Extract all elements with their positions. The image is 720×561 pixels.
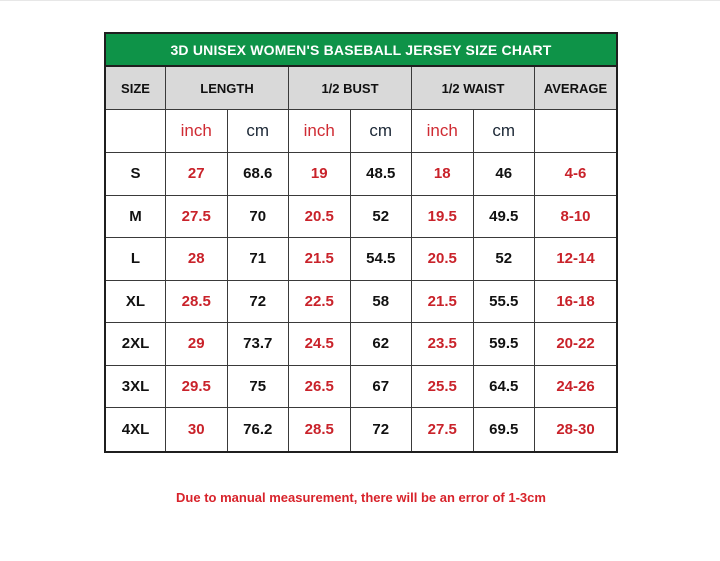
row-4xl-waist-inch: 27.5 [412, 408, 474, 451]
page-top-divider [0, 0, 720, 1]
unit-label-waist-cm: cm [473, 110, 535, 153]
unit-cell-empty-average [535, 110, 616, 153]
row-2xl-average: 20-22 [535, 323, 616, 366]
row-3xl-bust-inch: 26.5 [289, 365, 351, 408]
row-s-bust-inch: 19 [289, 153, 351, 196]
column-header-bust: 1/2 BUST [289, 67, 412, 110]
row-s-waist-cm: 46 [473, 153, 535, 196]
row-s-average: 4-6 [535, 153, 616, 196]
row-s-length-inch: 27 [166, 153, 228, 196]
row-xl-length-inch: 28.5 [166, 280, 228, 323]
unit-label-bust-inch: inch [289, 110, 351, 153]
column-header-average: AVERAGE [535, 67, 616, 110]
row-xl-length-cm: 72 [227, 280, 289, 323]
row-4xl-length-cm: 76.2 [228, 408, 289, 451]
row-l-waist-inch: 20.5 [412, 238, 474, 281]
row-l-size: L [106, 238, 166, 281]
row-4xl-average: 28-30 [556, 420, 595, 438]
row-2xl-waist-inch: 23.5 [412, 323, 474, 366]
row-2xl-length-cm: 73.7 [227, 323, 289, 366]
row-m-bust-inch: 20.5 [289, 195, 351, 238]
chart-title: 3D UNISEX WOMEN'S BASEBALL JERSEY SIZE C… [106, 34, 616, 67]
row-2xl-waist-cm: 59.5 [473, 323, 535, 366]
row-m-size: M [106, 195, 166, 238]
column-header-size: SIZE [106, 67, 166, 110]
row-s-length-cm: 68.6 [227, 153, 289, 196]
row-2xl-length-inch: 29 [166, 323, 228, 366]
row-3xl-waist-inch: 25.5 [412, 365, 474, 408]
row-2xl-size: 2XL [106, 323, 166, 366]
row-xl-bust-cm: 58 [350, 280, 412, 323]
row-4xl-size: 4XL [106, 408, 166, 451]
row-3xl-size: 3XL [106, 365, 166, 408]
row-3xl-average: 24-26 [535, 366, 616, 408]
row-l-waist-cm: 52 [473, 238, 535, 281]
row-l-length-cm: 71 [227, 238, 289, 281]
row-3xl-bust-cm: 67 [350, 365, 412, 408]
row-xl-waist-cm: 55.5 [473, 280, 535, 323]
row-3xl-length-cm: 75 [227, 365, 289, 408]
row-2xl-bust-cm: 62 [350, 323, 412, 366]
row-4xl-waist-cm: 69.5 [474, 408, 535, 451]
row-3xl-waist-cm: 64.5 [473, 365, 535, 408]
row-4xl-bust-cm: 72 [351, 408, 412, 451]
unit-label-length-cm: cm [227, 110, 289, 153]
row-l-average: 12-14 [535, 238, 616, 281]
row-s-size: S [106, 153, 166, 196]
row-m-bust-cm: 52 [350, 195, 412, 238]
column-header-waist: 1/2 WAIST [412, 67, 535, 110]
column-header-length: LENGTH [166, 67, 289, 110]
row-l-bust-inch: 21.5 [289, 238, 351, 281]
row-xl-bust-inch: 22.5 [289, 280, 351, 323]
row-m-average: 8-10 [535, 196, 616, 238]
row-xl-waist-inch: 21.5 [412, 280, 474, 323]
row-m-waist-inch: 19.5 [412, 195, 474, 238]
row-4xl-bust-inch: 28.5 [289, 408, 351, 451]
row-xl-average: 16-18 [535, 281, 616, 323]
row-s-bust-cm: 48.5 [350, 153, 412, 196]
row-m-waist-cm: 49.5 [473, 195, 535, 238]
row-2xl-bust-inch: 24.5 [289, 323, 351, 366]
unit-label-waist-inch: inch [412, 110, 474, 153]
unit-label-length-inch: inch [166, 110, 228, 153]
size-chart-table: 3D UNISEX WOMEN'S BASEBALL JERSEY SIZE C… [104, 32, 618, 453]
row-m-length-cm: 70 [227, 195, 289, 238]
row-xl-size: XL [106, 280, 166, 323]
row-3xl-length-inch: 29.5 [166, 365, 228, 408]
row-m-length-inch: 27.5 [166, 195, 228, 238]
row-l-bust-cm: 54.5 [350, 238, 412, 281]
measurement-error-note: Due to manual measurement, there will be… [176, 490, 546, 505]
row-s-waist-inch: 18 [412, 153, 474, 196]
row-4xl-length-inch: 30 [166, 408, 228, 451]
unit-label-bust-cm: cm [350, 110, 412, 153]
unit-cell-empty-size [106, 110, 166, 153]
row-l-length-inch: 28 [166, 238, 228, 281]
